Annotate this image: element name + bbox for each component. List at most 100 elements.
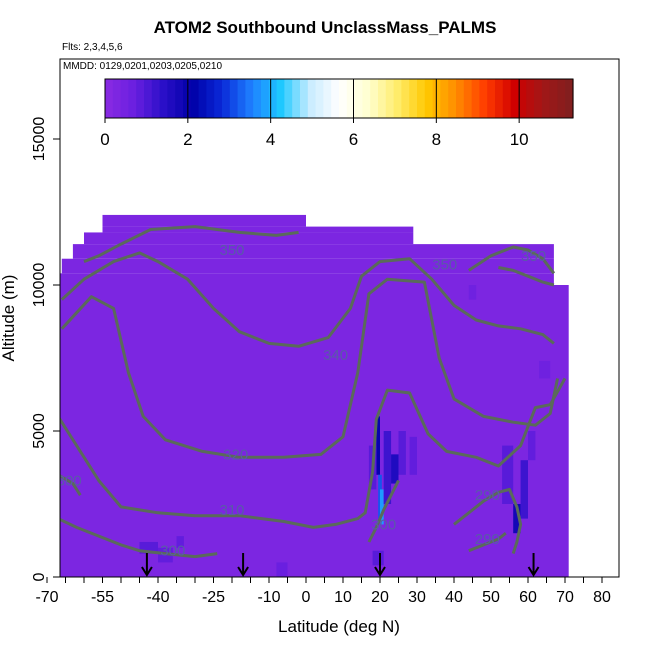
colorbar-segment <box>245 79 254 118</box>
contour-line <box>60 277 560 459</box>
colorbar-segment <box>183 79 192 118</box>
colorbar-tick-label: 0 <box>100 130 109 149</box>
colorbar-segment <box>315 79 324 118</box>
colorbar-segment <box>354 79 363 118</box>
colorbar-segment <box>206 79 215 118</box>
contour-label: 350 <box>432 257 457 274</box>
colorbar-segment <box>378 79 387 118</box>
colorbar-segment <box>300 79 309 118</box>
contour-line <box>83 225 299 263</box>
colorbar-segment <box>346 79 356 118</box>
heatmap-cell <box>380 489 384 525</box>
heatmap-cell <box>398 431 406 475</box>
heatmap-cell <box>372 550 384 566</box>
plot-frame <box>59 58 620 578</box>
x-tick-label: 30 <box>408 589 426 606</box>
y-tick-label: 15000 <box>31 117 48 162</box>
colorbar-segment <box>307 79 317 118</box>
contour-line <box>60 474 82 497</box>
colorbar-segment <box>214 79 223 118</box>
contour-line <box>468 532 507 553</box>
colorbar-segment <box>456 79 465 118</box>
x-tick-label: -70 <box>35 589 58 606</box>
colorbar-segment <box>261 79 270 118</box>
heatmap-cell <box>276 562 288 577</box>
chart-title: ATOM2 Southbound UnclassMass_PALMS <box>153 18 497 37</box>
heatmap-cell <box>139 541 158 554</box>
colorbar-segment <box>463 79 473 118</box>
y-tick-label: 10000 <box>31 263 48 308</box>
colorbar: 0 2 4 6 8 10 <box>100 78 574 149</box>
colorbar-segment <box>510 79 519 118</box>
colorbar-segment <box>401 79 410 118</box>
x-tick-label: -25 <box>202 589 225 606</box>
contour-line <box>467 245 556 275</box>
contour-label: 340 <box>323 347 348 364</box>
contour-label: 350 <box>219 242 244 259</box>
colorbar-segment <box>167 79 176 118</box>
colorbar-segment <box>128 79 137 118</box>
colorbar-segment <box>479 79 488 118</box>
x-axis-label: Latitude (deg N) <box>278 617 400 636</box>
x-tick-label: 80 <box>593 589 611 606</box>
colorbar-segment <box>284 79 293 118</box>
contour-label: 300 <box>160 543 185 560</box>
colorbar-segment <box>440 79 449 118</box>
colorbar-segment <box>518 79 527 118</box>
domain-cell <box>84 232 414 245</box>
contour-label: 320 <box>223 446 248 463</box>
heatmap-cell <box>176 536 184 548</box>
contour-line <box>453 487 523 555</box>
colorbar-segment <box>331 79 340 118</box>
colorbar-segment <box>495 79 504 118</box>
contour-label: 290 <box>475 531 500 548</box>
colorbar-segment <box>159 79 168 118</box>
x-tick-label: -40 <box>146 589 169 606</box>
y-axis: 0 5000 10000 15000 <box>31 117 60 581</box>
heatmap-cell <box>376 416 380 475</box>
heatmap-cell <box>513 504 521 534</box>
colorbar-segment <box>448 79 457 118</box>
colorbar-segment <box>339 79 348 118</box>
colorbar-segment <box>198 79 207 118</box>
colorbar-segment <box>424 79 434 118</box>
x-tick-label: 70 <box>556 589 574 606</box>
contour-label: 310 <box>219 502 244 519</box>
contour-label: 290 <box>475 487 500 504</box>
flight-arrow <box>237 553 249 577</box>
colorbar-tick-label: 10 <box>510 130 529 149</box>
colorbar-segment <box>487 79 496 118</box>
contour-line <box>60 251 555 348</box>
heatmap-cell <box>528 431 536 461</box>
y-tick-label: 5000 <box>31 413 48 449</box>
colorbar-segment <box>541 79 551 118</box>
colorbar-segment <box>549 79 558 118</box>
colorbar-segment <box>534 79 543 118</box>
contour-label: 350 <box>521 248 546 265</box>
colorbar-tick-label: 2 <box>183 130 192 149</box>
domain-cell <box>102 226 414 233</box>
flights-subtitle: Flts: 2,3,4,5,6 <box>62 42 123 53</box>
colorbar-tick-label: 4 <box>266 130 275 149</box>
x-tick-label: 40 <box>445 589 463 606</box>
colorbar-segment <box>229 79 239 118</box>
colorbar-segment <box>323 79 332 118</box>
contour-line <box>498 266 555 287</box>
x-tick-label: 0 <box>302 589 311 606</box>
colorbar-segment <box>370 79 379 118</box>
flight-arrow <box>527 553 540 577</box>
colorbar-tick-label: 8 <box>432 130 441 149</box>
colorbar-segment <box>190 79 200 118</box>
domain-cell <box>102 214 306 227</box>
heatmap-cell <box>520 460 528 519</box>
colorbar-segment <box>417 79 426 118</box>
contour-line <box>60 517 218 559</box>
heatmap-cell <box>409 436 417 475</box>
colorbar-segment <box>136 79 145 118</box>
x-tick-label: 50 <box>482 589 500 606</box>
colorbar-segment <box>222 79 231 118</box>
colorbar-segment <box>362 79 371 118</box>
colorbar-segment <box>557 79 566 118</box>
domain-cell <box>61 258 554 274</box>
